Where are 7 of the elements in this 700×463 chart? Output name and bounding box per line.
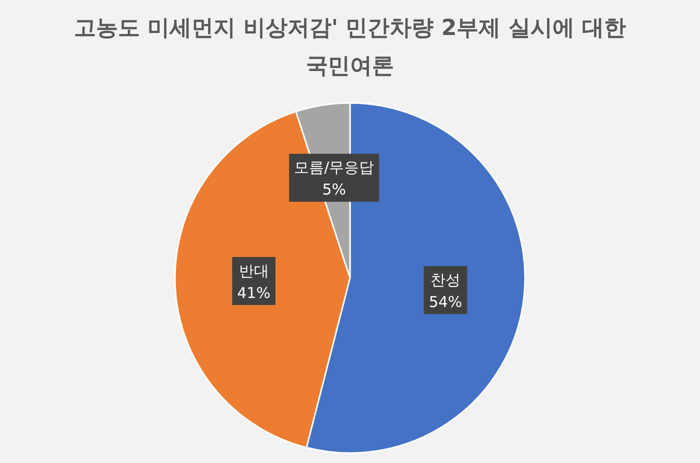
- slice-label: 모름/무응답: [294, 158, 374, 177]
- slice-label: 찬성: [430, 271, 460, 290]
- data-label: 41%: [237, 284, 270, 302]
- data-label: 5%: [322, 180, 346, 199]
- chart-title: 고농도 미세먼지 비상저감' 민간차량 2부제 실시에 대한 국민여론: [73, 15, 627, 81]
- data-label: 54%: [428, 293, 462, 312]
- slice-label: 반대: [238, 262, 269, 280]
